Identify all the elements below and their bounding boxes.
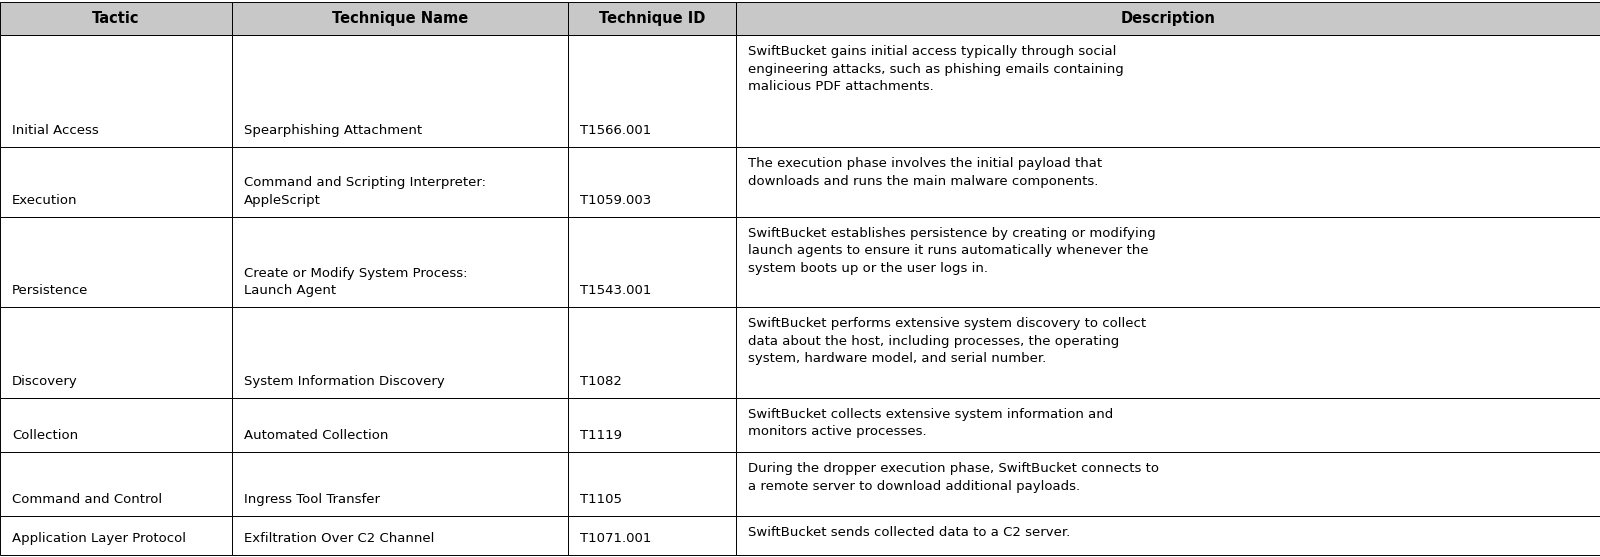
Bar	[0, 217, 232, 307]
Bar	[568, 35, 736, 147]
Bar	[0, 35, 232, 147]
Bar	[232, 147, 568, 217]
Text: Application Layer Protocol: Application Layer Protocol	[13, 532, 186, 545]
Bar	[568, 147, 736, 217]
Text: Ingress Tool Transfer: Ingress Tool Transfer	[243, 493, 381, 506]
Text: Initial Access: Initial Access	[13, 124, 99, 137]
Text: SwiftBucket gains initial access typically through social
engineering attacks, s: SwiftBucket gains initial access typical…	[749, 45, 1123, 93]
Bar	[736, 217, 1600, 307]
Text: Exfiltration Over C2 Channel: Exfiltration Over C2 Channel	[243, 532, 434, 545]
Bar	[0, 307, 232, 398]
Bar	[736, 147, 1600, 217]
Text: During the dropper execution phase, SwiftBucket connects to
a remote server to d: During the dropper execution phase, Swif…	[749, 462, 1158, 493]
Text: Technique Name: Technique Name	[331, 11, 469, 26]
Bar	[232, 398, 568, 452]
Text: T1119: T1119	[579, 429, 622, 442]
Bar	[568, 398, 736, 452]
Text: T1105: T1105	[579, 493, 622, 506]
Text: Create or Modify System Process:
Launch Agent: Create or Modify System Process: Launch …	[243, 267, 467, 297]
Text: Collection: Collection	[13, 429, 78, 442]
Text: SwiftBucket performs extensive system discovery to collect
data about the host, : SwiftBucket performs extensive system di…	[749, 317, 1146, 365]
Text: Automated Collection: Automated Collection	[243, 429, 389, 442]
Text: Description: Description	[1120, 11, 1216, 26]
Bar	[736, 452, 1600, 516]
Bar	[568, 452, 736, 516]
Text: Technique ID: Technique ID	[598, 11, 706, 26]
Bar	[568, 2, 736, 35]
Bar	[232, 307, 568, 398]
Bar	[736, 35, 1600, 147]
Bar	[736, 398, 1600, 452]
Bar	[568, 516, 736, 555]
Text: SwiftBucket collects extensive system information and
monitors active processes.: SwiftBucket collects extensive system in…	[749, 408, 1114, 438]
Bar	[568, 307, 736, 398]
Bar	[736, 516, 1600, 555]
Bar	[736, 307, 1600, 398]
Text: T1082: T1082	[579, 375, 622, 388]
Text: Execution: Execution	[13, 193, 77, 207]
Bar	[0, 398, 232, 452]
Bar	[232, 2, 568, 35]
Text: T1566.001: T1566.001	[579, 124, 651, 137]
Text: Command and Control: Command and Control	[13, 493, 162, 506]
Text: The execution phase involves the initial payload that
downloads and runs the mai: The execution phase involves the initial…	[749, 157, 1102, 188]
Text: SwiftBucket establishes persistence by creating or modifying
launch agents to en: SwiftBucket establishes persistence by c…	[749, 227, 1155, 275]
Bar	[0, 147, 232, 217]
Bar	[0, 516, 232, 555]
Text: T1059.003: T1059.003	[579, 193, 651, 207]
Text: Discovery: Discovery	[13, 375, 78, 388]
Bar	[0, 2, 232, 35]
Bar	[232, 217, 568, 307]
Text: T1071.001: T1071.001	[579, 532, 651, 545]
Bar	[568, 217, 736, 307]
Bar	[736, 2, 1600, 35]
Text: System Information Discovery: System Information Discovery	[243, 375, 445, 388]
Text: Spearphishing Attachment: Spearphishing Attachment	[243, 124, 422, 137]
Bar	[0, 452, 232, 516]
Text: T1543.001: T1543.001	[579, 284, 651, 297]
Bar	[232, 35, 568, 147]
Bar	[232, 452, 568, 516]
Text: SwiftBucket sends collected data to a C2 server.: SwiftBucket sends collected data to a C2…	[749, 526, 1070, 539]
Text: Command and Scripting Interpreter:
AppleScript: Command and Scripting Interpreter: Apple…	[243, 176, 486, 207]
Text: Tactic: Tactic	[93, 11, 139, 26]
Text: Persistence: Persistence	[13, 284, 88, 297]
Bar	[232, 516, 568, 555]
